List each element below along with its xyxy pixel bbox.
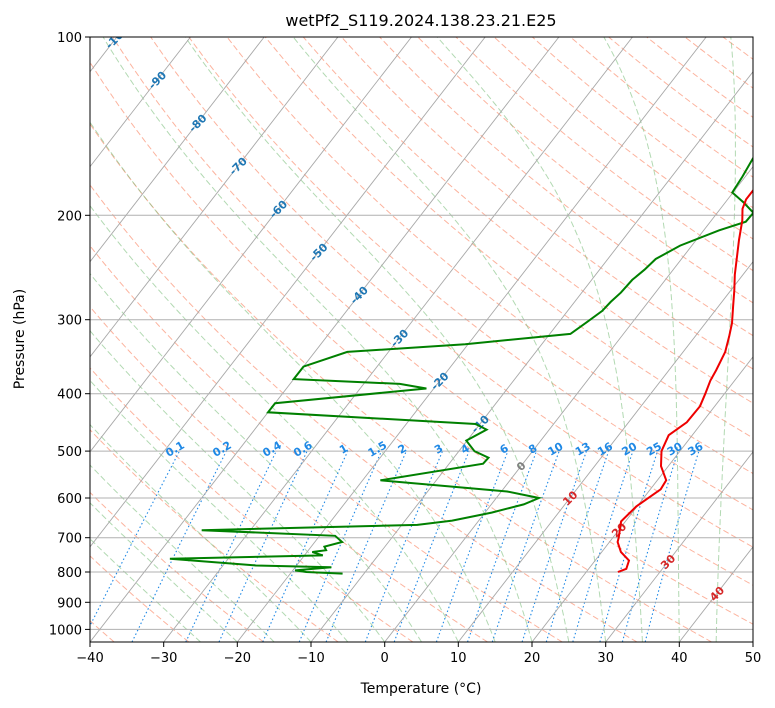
mixing-ratio-line bbox=[545, 450, 610, 642]
isotherm-line bbox=[531, 356, 753, 642]
y-axis-label: Pressure (hPa) bbox=[12, 289, 28, 389]
isotherm-line bbox=[90, 37, 486, 548]
isotherm-line bbox=[236, 37, 707, 642]
x-tick-label: −10 bbox=[297, 651, 324, 666]
temperature-line bbox=[616, 188, 753, 573]
y-tick-label: 300 bbox=[57, 314, 82, 329]
x-tick-label: 20 bbox=[524, 651, 541, 666]
skewed-isotherms bbox=[90, 37, 753, 642]
isotherm-line bbox=[310, 70, 753, 642]
dry-adiabat bbox=[90, 245, 563, 642]
moist-adiabat bbox=[102, 37, 533, 642]
dry-adiabat bbox=[90, 61, 753, 625]
isotherm-line bbox=[163, 37, 633, 642]
chart-title: wetPf2_S119.2024.138.23.21.E25 bbox=[285, 11, 556, 31]
plot-frame bbox=[89, 36, 754, 643]
mixing-ratio-lines bbox=[90, 450, 700, 642]
isotherm-line bbox=[90, 37, 560, 642]
x-tick-label: −30 bbox=[150, 651, 177, 666]
x-axis-label: Temperature (°C) bbox=[360, 681, 482, 697]
mixing-ratio-line bbox=[435, 450, 509, 642]
dry-adiabat bbox=[302, 37, 753, 404]
x-tick-label: −40 bbox=[76, 651, 103, 666]
isotherm-line bbox=[384, 165, 753, 642]
y-axis-ticks: 100 200 300 400 500 600 700 800 900 1000 bbox=[49, 31, 90, 638]
isotherm-line bbox=[90, 37, 265, 263]
mixing-ratio-line bbox=[262, 450, 349, 642]
y-tick-label: 400 bbox=[57, 388, 82, 403]
y-tick-label: 800 bbox=[57, 566, 82, 581]
moist-adiabat bbox=[436, 37, 643, 642]
isotherm-line bbox=[457, 261, 753, 642]
mixing-ratio-line bbox=[572, 450, 634, 642]
x-axis-ticks: −40 −30 −20 −10 0 10 20 30 40 50 bbox=[76, 642, 761, 666]
pressure-gridlines bbox=[90, 37, 753, 630]
dry-adiabat bbox=[90, 305, 488, 642]
y-tick-label: 1000 bbox=[49, 623, 82, 638]
y-tick-label: 100 bbox=[57, 31, 82, 46]
moist-adiabat bbox=[603, 37, 680, 642]
dry-adiabat bbox=[90, 428, 339, 642]
dry-adiabat bbox=[226, 37, 753, 475]
isotherm-line bbox=[90, 37, 412, 453]
dry-adiabat bbox=[379, 37, 753, 337]
y-tick-label: 700 bbox=[57, 532, 82, 547]
moist-adiabat bbox=[292, 37, 607, 642]
x-tick-label: 0 bbox=[381, 651, 389, 666]
y-tick-label: 200 bbox=[57, 209, 82, 224]
mixing-ratio-line bbox=[521, 450, 588, 642]
dewpoint-line bbox=[169, 156, 753, 575]
x-tick-label: 10 bbox=[450, 651, 467, 666]
dry-adiabat bbox=[90, 184, 638, 642]
moist-adiabat bbox=[90, 204, 459, 642]
mixing-ratio-line bbox=[599, 450, 659, 642]
moist-adiabat bbox=[715, 37, 736, 642]
mixing-ratio-line bbox=[491, 450, 560, 642]
y-tick-label: 600 bbox=[57, 492, 82, 507]
x-tick-label: 40 bbox=[671, 651, 688, 666]
isotherm-line bbox=[605, 451, 753, 642]
mixing-ratio-line bbox=[364, 450, 444, 642]
y-tick-label: 900 bbox=[57, 596, 82, 611]
isotherm-line bbox=[90, 37, 339, 358]
dry-adiabat bbox=[188, 37, 753, 511]
x-tick-label: −20 bbox=[224, 651, 251, 666]
mixing-ratio-line bbox=[325, 450, 407, 642]
moist-adiabat bbox=[90, 464, 275, 642]
dry-adiabat bbox=[150, 37, 753, 548]
isotherm-line bbox=[90, 37, 191, 168]
x-tick-label: 30 bbox=[597, 651, 614, 666]
plot-area: -100-90-80-70-60-50-40-30-20-10010203040… bbox=[90, 37, 753, 642]
moist-adiabat bbox=[90, 121, 496, 642]
moist-adiabat bbox=[90, 502, 238, 642]
mixing-ratio-line bbox=[621, 450, 679, 642]
mixing-ratio-line bbox=[298, 450, 383, 642]
y-tick-label: 500 bbox=[57, 445, 82, 460]
moist-adiabat bbox=[184, 37, 570, 642]
dry-adiabat bbox=[417, 37, 753, 304]
x-tick-label: 50 bbox=[745, 651, 762, 666]
dry-adiabat bbox=[112, 37, 753, 586]
dry-adiabat bbox=[90, 491, 264, 642]
dry-adiabat bbox=[90, 555, 190, 642]
moist-adiabat bbox=[90, 272, 422, 642]
